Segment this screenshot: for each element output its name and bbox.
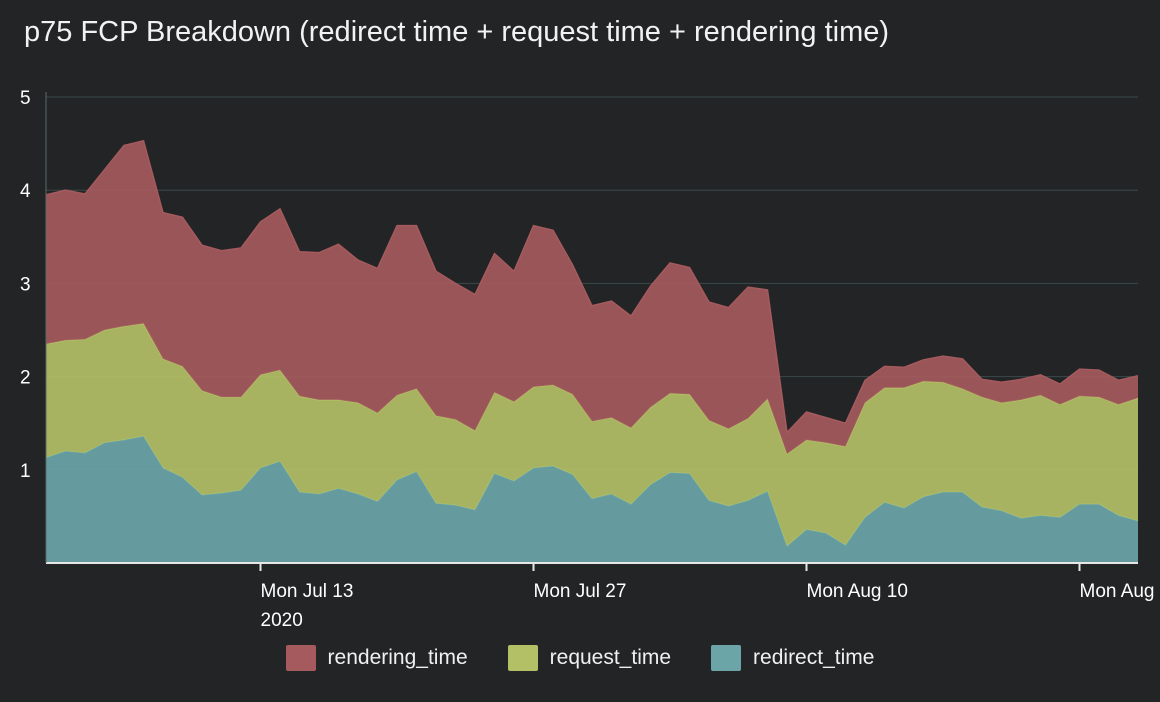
x-tick-label: Mon Jul 13 <box>261 581 354 602</box>
y-tick-label-5: 5 <box>20 88 31 109</box>
area-rendering-time[interactable] <box>46 140 1138 454</box>
area-request-time[interactable] <box>46 323 1138 547</box>
x-tick-sublabel: 2020 <box>261 610 303 631</box>
axes <box>45 92 1138 564</box>
line-rendering-time <box>45 139 1139 435</box>
x-tick-labels: Mon Jul 13 2020 Mon Jul 27 Mon Aug 10 Mon Au… <box>259 563 1160 631</box>
legend-item-rendering-time[interactable]: rendering_time <box>285 645 468 671</box>
legend-label: rendering_time <box>327 646 468 669</box>
x-tick-label: Mon Jul 27 <box>534 581 627 602</box>
x-tick-label: Mon Aug 24 <box>1080 581 1160 602</box>
chart-title: p75 FCP Breakdown (redirect time + reque… <box>24 16 890 48</box>
stacked-areas <box>45 139 1139 563</box>
y-tick-label-3: 3 <box>20 274 31 295</box>
y-tick-labels: 1 2 3 4 5 <box>20 88 31 482</box>
y-tick-label-1: 1 <box>20 461 31 482</box>
legend-swatch <box>285 645 316 671</box>
legend-label: redirect_time <box>753 646 875 669</box>
chart-area[interactable]: 1 2 3 4 5 Mon Jul 13 2020 Mon Jul 27 Mon Aug 10… <box>0 0 1160 640</box>
x-tick-label: Mon Aug 10 <box>807 581 908 602</box>
legend-swatch <box>507 645 538 671</box>
legend-item-redirect-time[interactable]: redirect_time <box>711 645 874 671</box>
legend: rendering_time request_time redirect_time <box>0 640 1160 676</box>
y-tick-label-4: 4 <box>20 181 31 202</box>
area-redirect-time[interactable] <box>46 436 1138 563</box>
legend-label: request_time <box>549 646 672 669</box>
legend-item-request-time[interactable]: request_time <box>507 645 672 671</box>
y-tick-label-2: 2 <box>20 368 31 389</box>
legend-swatch <box>711 645 742 671</box>
